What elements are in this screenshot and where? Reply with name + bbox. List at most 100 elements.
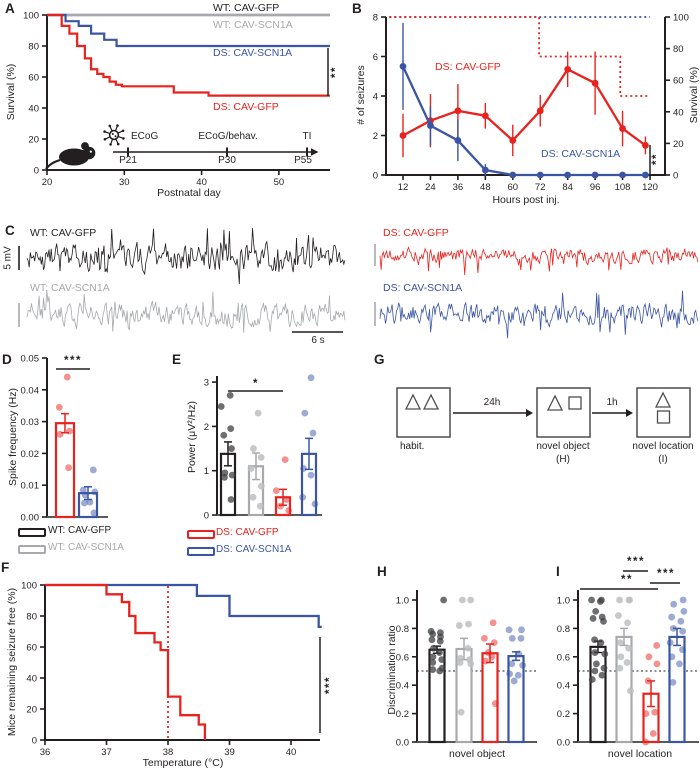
b-x-tick-label: 60 (507, 182, 518, 193)
d-significance-stars: *** (64, 355, 82, 367)
scatter-dot-gray (455, 622, 463, 629)
scatter-dot-black (592, 660, 600, 668)
bar-red (481, 652, 499, 744)
scatter-dot-blue (307, 471, 315, 479)
mouse-icon (82, 146, 96, 160)
f-y-tick-label: 20 (26, 705, 37, 716)
g-box-sublabel-i: (I) (658, 454, 668, 465)
scatter-dot-red (283, 496, 290, 503)
scatter-dot-blue (508, 634, 516, 642)
scatter-dot-gray (456, 659, 464, 666)
scatter-dot-blue (301, 409, 309, 417)
f-survival-line-blue (45, 583, 322, 628)
scatter-dot-black (589, 615, 597, 622)
a-timeline-arrowhead (311, 148, 319, 156)
virus-icon (109, 143, 112, 146)
scatter-dot-red (482, 657, 489, 665)
scatter-dot-blue (676, 660, 683, 668)
scatter-dot-black (588, 676, 596, 683)
b-x-tick-label: 96 (590, 182, 601, 193)
scatter-dot-blue (515, 650, 523, 658)
scatter-dot-blue (669, 678, 677, 686)
d-legend-label-wt-gfp: WT: CAV-GFP (48, 525, 112, 536)
scatter-dot-gray (467, 596, 475, 604)
b-y-tick-left-label: 0 (373, 171, 378, 182)
b-x-tick-label: 84 (562, 182, 573, 193)
g-arrow-label-24h: 24h (483, 397, 501, 408)
f-axes (44, 585, 320, 741)
y-tick-label: 0 (204, 511, 209, 522)
f-y-tick-label: 100 (21, 581, 37, 592)
y-tick-label: 0.0 (396, 738, 409, 749)
scatter-dot-blue (80, 499, 88, 507)
scatter-dot-black (596, 598, 604, 605)
y-tick-label: 0.04 (21, 385, 40, 396)
y-tick-label: 0.01 (21, 481, 40, 492)
scatter-dot-black (436, 667, 444, 675)
scatter-dot-red (65, 464, 73, 472)
mouse-icon (45, 158, 61, 170)
scatter-dot-black (429, 653, 437, 661)
scatter-dot-blue (89, 466, 97, 474)
virus-icon (116, 142, 120, 146)
b-y-tick-right-label: 60 (673, 76, 684, 87)
scatter-dot-red (489, 619, 497, 627)
scatter-dot-red (645, 653, 653, 661)
scatter-dot-red (277, 502, 284, 510)
a-series-label-wt-gfp: WT: CAV-GFP (213, 2, 280, 14)
a-timeline-event-ecog: ECoG (131, 131, 159, 142)
g-triangle-shape (654, 391, 672, 408)
scatter-dot-blue (508, 660, 516, 668)
scatter-dot-blue (668, 613, 676, 621)
scatter-dot-red (63, 373, 71, 381)
scatter-dot-red (272, 487, 280, 495)
e-legend-label-ds-scn1a: DS: CAV-SCN1A (216, 544, 292, 555)
y-tick-label: 1 (204, 466, 209, 477)
panel-label-a: A (5, 1, 15, 16)
y-tick-label: 1.0 (557, 596, 570, 607)
scatter-dot-black (591, 667, 599, 675)
f-y-tick-label: 0 (32, 736, 37, 747)
g-arrow-label-1h: 1h (606, 397, 618, 408)
scatter-dot-red (480, 634, 488, 642)
scatter-dot-black (600, 617, 607, 625)
scatter-dot-black (428, 636, 436, 644)
b-data-point (591, 171, 599, 179)
f-x-tick-label: 40 (286, 747, 297, 758)
y-tick-label: 0.8 (396, 624, 409, 635)
scatter-dot-blue (518, 626, 525, 634)
scatter-dot-blue (668, 653, 676, 661)
b-data-point (564, 171, 572, 179)
a-survival-line-blue (47, 13, 330, 48)
mouse-icon (89, 150, 92, 153)
a-y-tick-label: 40 (28, 104, 39, 115)
scatter-dot-black (227, 425, 235, 433)
scatter-dot-blue (679, 627, 687, 635)
b-x-tick-label: 24 (425, 182, 436, 193)
g-box-label-novel-location: novel location (632, 441, 694, 452)
scatter-dot-blue (670, 600, 678, 608)
b-x-tick-label: 72 (535, 182, 546, 193)
e-legend-swatch-ds-gfp (187, 530, 215, 539)
y-tick-label: 0.05 (21, 354, 40, 365)
scatter-dot-blue (309, 429, 317, 437)
scatter-dot-red (281, 456, 289, 464)
panel-label-b: B (352, 1, 362, 16)
scatter-dot-gray (627, 687, 634, 695)
virus-icon (103, 137, 107, 141)
a-survival-line-red (47, 13, 330, 97)
scatter-dot-blue (311, 500, 319, 508)
scatter-dot-gray (256, 502, 264, 510)
scatter-dot-red (285, 507, 293, 514)
b-data-point (427, 122, 434, 130)
scatter-dot-blue (679, 596, 687, 604)
f-y-axis-label: Mice remaining seizure free (%) (6, 587, 18, 737)
a-y-axis-label: Survival (%) (5, 63, 17, 121)
b-data-point (536, 171, 544, 179)
b-data-point (481, 112, 489, 120)
scatter-dot-red (55, 403, 63, 411)
a-y-tick-label: 0 (34, 166, 39, 177)
a-x-axis-label: Postnatal day (157, 187, 221, 199)
b-y-tick-right-label: 20 (673, 139, 684, 150)
